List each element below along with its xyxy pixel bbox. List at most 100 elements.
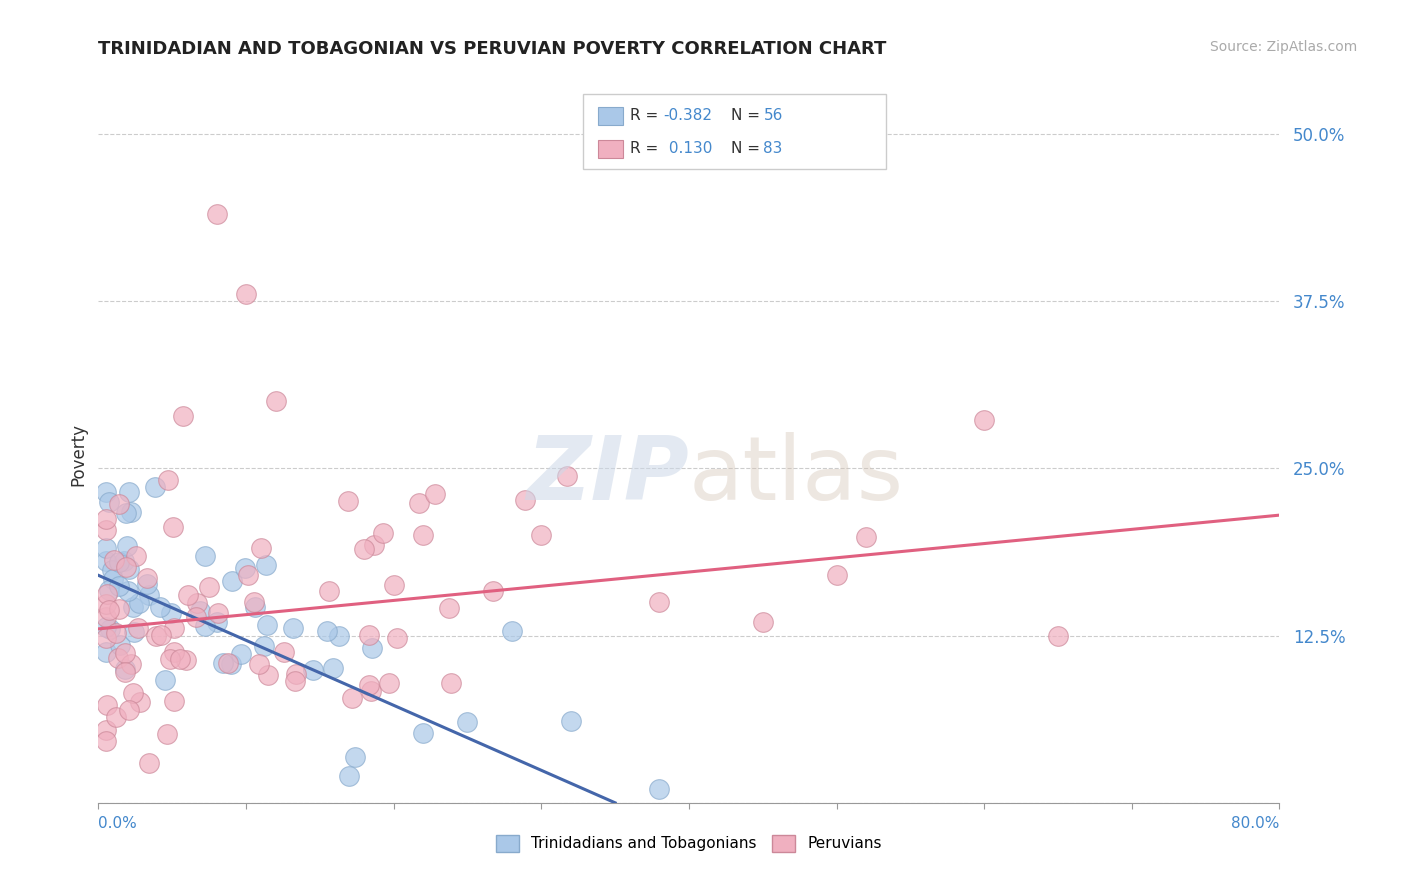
Point (385, 632, 408, 646)
Point (94, 631, 117, 645)
Point (118, 703, 141, 717)
Point (94, 723, 117, 738)
Point (174, 653, 197, 667)
Point (121, 600, 143, 615)
Point (163, 645, 186, 659)
Point (250, 541, 273, 555)
Point (301, 663, 323, 677)
Point (184, 610, 207, 624)
Point (371, 526, 394, 541)
Point (437, 600, 460, 615)
Point (284, 667, 307, 681)
Point (138, 588, 160, 602)
Point (127, 621, 149, 635)
Text: 56: 56 (763, 109, 783, 123)
Point (481, 584, 503, 599)
Text: N =: N = (731, 109, 765, 123)
Point (219, 657, 242, 672)
Point (353, 541, 375, 556)
Point (243, 599, 266, 614)
Point (254, 558, 277, 573)
Point (97, 602, 120, 616)
Point (236, 568, 259, 582)
Point (205, 615, 228, 629)
Point (103, 572, 125, 586)
Point (357, 678, 380, 692)
Point (108, 497, 131, 511)
Point (973, 412, 995, 426)
Point (114, 662, 136, 676)
Point (108, 602, 131, 616)
Point (378, 676, 401, 690)
Text: N =: N = (731, 142, 765, 156)
Point (96, 586, 118, 600)
Point (107, 650, 129, 665)
Point (108, 555, 131, 569)
Point (145, 629, 167, 643)
Point (408, 495, 430, 509)
Text: 0.0%: 0.0% (98, 816, 138, 831)
Point (122, 625, 145, 640)
Legend: Trinidadians and Tobagonians, Peruvians: Trinidadians and Tobagonians, Peruvians (491, 829, 887, 858)
Point (198, 580, 221, 594)
Text: atlas: atlas (689, 433, 904, 519)
Text: R =: R = (630, 142, 664, 156)
Point (129, 695, 152, 709)
Point (247, 657, 270, 671)
Point (138, 756, 160, 771)
Point (207, 606, 229, 620)
Point (233, 560, 256, 574)
Point (257, 668, 280, 682)
Point (159, 652, 181, 666)
Point (194, 619, 217, 633)
Point (328, 629, 350, 643)
Point (281, 622, 304, 636)
Point (256, 618, 278, 632)
Point (96, 698, 118, 712)
Text: 0.130: 0.130 (664, 142, 711, 156)
Point (221, 574, 243, 588)
Text: 83: 83 (763, 142, 783, 156)
Point (648, 595, 671, 609)
Point (423, 487, 446, 501)
Point (751, 615, 773, 629)
Point (177, 588, 200, 602)
Point (322, 661, 344, 675)
Point (114, 646, 136, 660)
Point (104, 625, 127, 640)
Point (284, 674, 307, 689)
Point (412, 528, 434, 542)
Point (253, 639, 276, 653)
Point (555, 469, 578, 483)
Point (94, 511, 117, 525)
Point (115, 560, 138, 574)
Point (382, 578, 405, 592)
Point (98, 622, 121, 636)
Point (648, 782, 671, 797)
Point (120, 657, 142, 671)
Point (118, 562, 141, 576)
Point (114, 665, 136, 679)
Point (121, 686, 143, 700)
Point (211, 656, 233, 670)
Point (456, 714, 478, 729)
Text: 80.0%: 80.0% (1232, 816, 1279, 831)
Point (157, 473, 180, 487)
Point (94, 645, 117, 659)
Point (360, 641, 382, 656)
Point (125, 549, 148, 563)
Point (186, 596, 208, 610)
Point (560, 714, 582, 728)
Point (94, 553, 117, 567)
Point (120, 505, 142, 519)
Point (501, 624, 523, 639)
Point (156, 727, 179, 741)
Point (855, 530, 877, 544)
Point (94, 734, 117, 748)
Point (94, 541, 117, 556)
Point (188, 604, 211, 618)
Point (264, 394, 287, 409)
Point (98, 583, 121, 598)
Point (136, 576, 159, 591)
Point (172, 409, 194, 424)
